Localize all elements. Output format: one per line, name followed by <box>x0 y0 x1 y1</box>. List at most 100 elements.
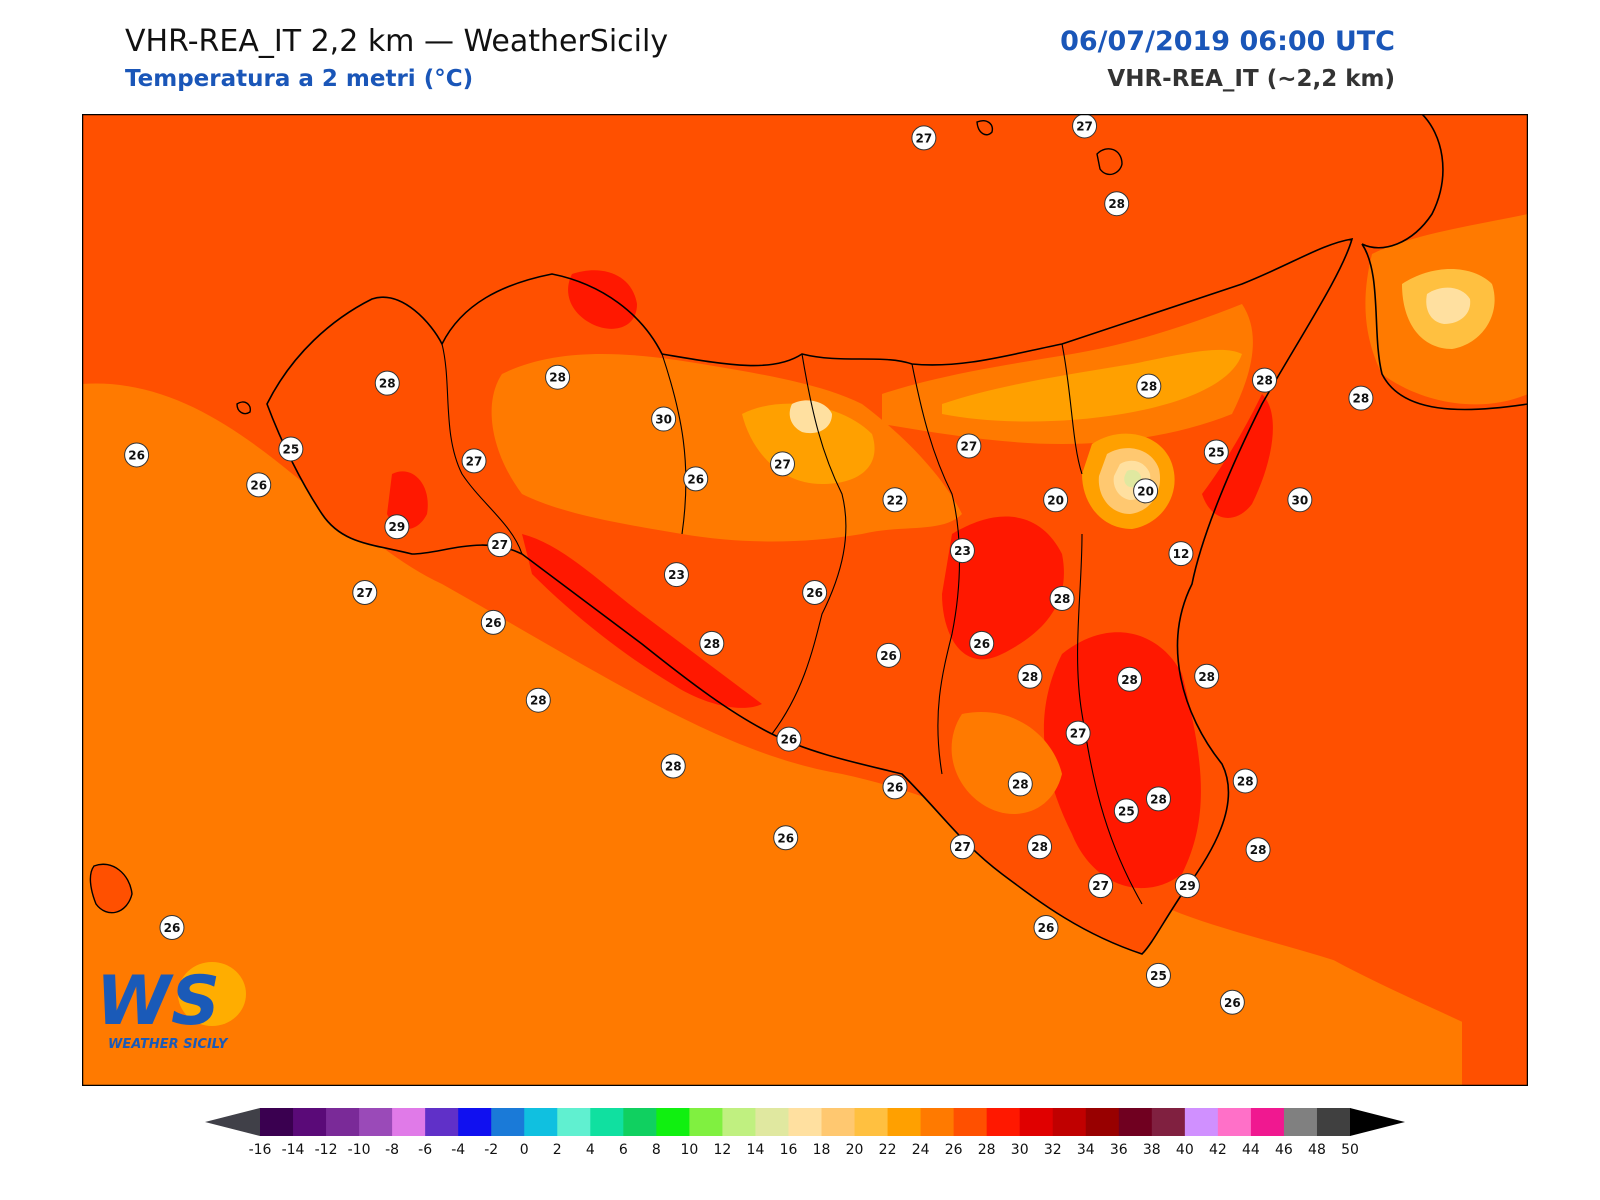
station-label: 26 <box>777 831 794 845</box>
station-circle <box>278 436 304 462</box>
coastline-sicily <box>266 238 1354 955</box>
island-lipari <box>1096 148 1123 176</box>
station-marker: 25 <box>278 436 304 462</box>
station-circle <box>663 562 689 588</box>
colorbar-swatch <box>986 1108 1021 1136</box>
zone-red-south <box>1043 632 1201 889</box>
station-label: 26 <box>973 637 990 651</box>
station-marker: 27 <box>770 451 796 477</box>
title-model: VHR-REA_IT (~2,2 km) <box>1107 66 1395 92</box>
colorbar: -16 -14 -12 -10 -8 -6 -4 -2 0 2 4 6 8 10 12 14 16 18 20 22 2… <box>205 1108 1405 1158</box>
station-circle <box>882 774 908 800</box>
station-circle <box>1117 666 1143 692</box>
colorbar-tick-label: 12 <box>714 1142 732 1158</box>
station-marker: 28 <box>660 753 686 779</box>
colorbar-swatch <box>524 1108 558 1136</box>
station-label: 28 <box>1237 774 1254 788</box>
station-label: 28 <box>1198 670 1215 684</box>
station-marker: 26 <box>246 472 272 498</box>
station-circle <box>1219 989 1245 1015</box>
station-circle <box>480 609 506 635</box>
station-circle <box>1017 663 1043 689</box>
colorbar-tick-label: 46 <box>1275 1142 1293 1158</box>
station-marker: 28 <box>374 370 400 396</box>
colorbar-swatch <box>458 1108 492 1136</box>
colorbar-swatches <box>205 1108 1405 1136</box>
station-marker: 29 <box>384 514 410 540</box>
station-circle <box>1245 837 1271 863</box>
station-marker: 12 <box>1168 541 1194 567</box>
title-main: VHR-REA_IT 2,2 km — WeatherSicily <box>125 24 669 59</box>
station-marker: 28 <box>1117 666 1143 692</box>
colorbar-swatch <box>260 1108 294 1136</box>
station-circle <box>770 451 796 477</box>
station-circle <box>1203 439 1229 465</box>
weathersicily-logo: WS WEATHER SICILY <box>96 962 246 1052</box>
colorbar-swatch <box>359 1108 393 1136</box>
station-circle <box>487 532 513 558</box>
colorbar-tick-label: 36 <box>1110 1142 1128 1158</box>
station-label: 28 <box>1108 197 1125 211</box>
colorbar-swatch <box>1283 1108 1318 1136</box>
station-circle <box>1043 487 1069 513</box>
station-label: 28 <box>1250 843 1267 857</box>
station-label: 26 <box>687 472 704 486</box>
station-circle <box>1174 873 1200 899</box>
station-marker: 28 <box>1049 586 1075 612</box>
station-circle <box>911 125 937 151</box>
zone-light-nebrodi <box>942 349 1242 422</box>
station-label: 28 <box>1140 380 1157 394</box>
station-marker: 26 <box>773 825 799 851</box>
station-marker: 27 <box>911 125 937 151</box>
station-marker: 25 <box>1145 962 1171 988</box>
station-label: 20 <box>1047 493 1064 507</box>
station-marker: 28 <box>1136 373 1162 399</box>
station-label: 28 <box>1353 392 1370 406</box>
zone-red-southcoast <box>522 534 762 708</box>
station-circle <box>159 914 185 940</box>
colorbar-swatch <box>1085 1108 1120 1136</box>
station-label: 28 <box>1012 777 1029 791</box>
colorbar-swatch <box>425 1108 459 1136</box>
station-marker: 26 <box>1219 989 1245 1015</box>
stations-layer: 27 27 28 28 28 30 26 25 26 27 26 27 22 27 28 28 28 25 20 20… <box>124 114 1374 1015</box>
station-label: 30 <box>1292 493 1309 507</box>
station-marker: 26 <box>1033 914 1059 940</box>
colorbar-swatch <box>491 1108 525 1136</box>
station-circle <box>525 687 551 713</box>
colorbar-swatch <box>788 1108 823 1136</box>
station-label: 27 <box>916 131 933 145</box>
station-circle <box>1007 771 1033 797</box>
station-label: 26 <box>485 616 502 630</box>
station-circle <box>1136 373 1162 399</box>
colorbar-swatch <box>887 1108 922 1136</box>
colorbar-tick-label: -12 <box>315 1142 338 1158</box>
colorbar-swatch <box>689 1108 723 1136</box>
station-marker: 27 <box>1072 114 1098 139</box>
station-circle <box>651 406 677 432</box>
title-subtitle: Temperatura a 2 metri (°C) <box>125 66 474 92</box>
island-ustica <box>236 401 251 415</box>
station-label: 25 <box>1118 804 1135 818</box>
station-marker: 28 <box>545 364 571 390</box>
colorbar-ticks: -16 -14 -12 -10 -8 -6 -4 -2 0 2 4 6 8 10 12 14 16 18 20 22 2… <box>249 1142 1359 1158</box>
station-label: 26 <box>880 649 897 663</box>
colorbar-tick-label: 24 <box>912 1142 930 1158</box>
station-circle <box>124 442 150 468</box>
colorbar-tick-label: 16 <box>780 1142 798 1158</box>
sea-ionian <box>1202 406 1528 1054</box>
station-marker: 27 <box>949 834 975 860</box>
colorbar-swatch <box>1151 1108 1186 1136</box>
colorbar-tick-label: 6 <box>619 1142 628 1158</box>
station-marker: 28 <box>1245 837 1271 863</box>
station-label: 22 <box>887 493 904 507</box>
station-marker: 28 <box>1104 191 1130 217</box>
colorbar-tick-label: -2 <box>484 1142 498 1158</box>
station-label: 12 <box>1173 547 1190 561</box>
station-label: 26 <box>1224 996 1241 1010</box>
station-circle <box>1088 873 1114 899</box>
colorbar-tick-label: 22 <box>879 1142 897 1158</box>
station-marker: 23 <box>663 562 689 588</box>
zone-light-peak-calabria <box>1426 287 1471 324</box>
colorbar-tick-label: 20 <box>846 1142 864 1158</box>
